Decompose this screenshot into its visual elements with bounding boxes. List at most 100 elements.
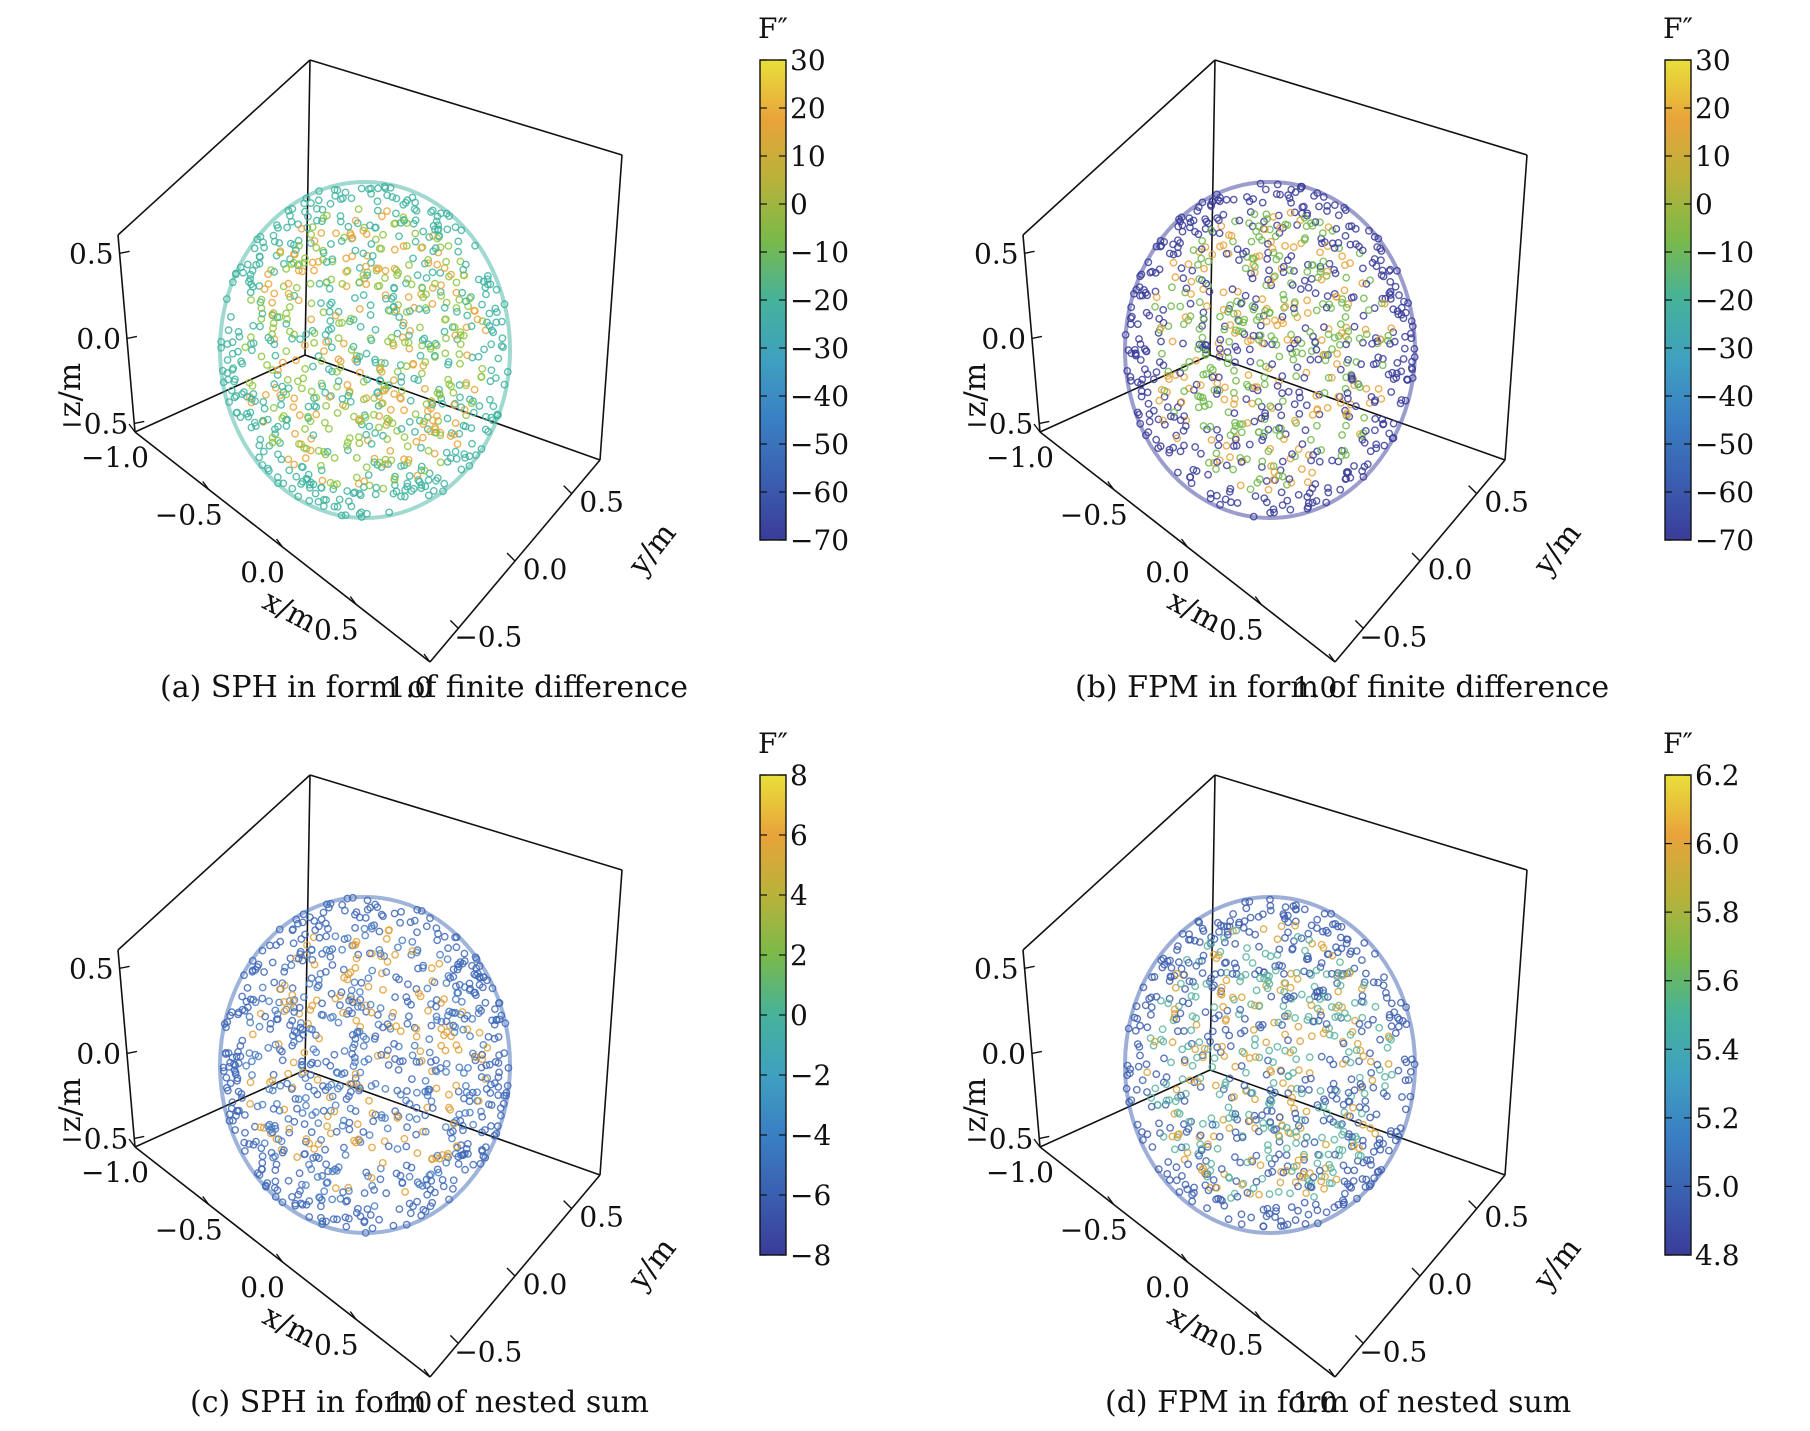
particle [1364, 1020, 1372, 1029]
y-tick [1411, 1267, 1421, 1277]
particle [495, 1051, 503, 1059]
particle [1337, 451, 1346, 460]
particle [1201, 215, 1210, 224]
particle [415, 477, 424, 486]
particle [1303, 296, 1311, 305]
particle [475, 1028, 484, 1037]
particle [456, 340, 465, 349]
particle [338, 394, 347, 403]
particle [1294, 1022, 1303, 1031]
particle [1286, 208, 1295, 217]
particle [1341, 450, 1350, 459]
particle [239, 268, 248, 277]
particle [1333, 948, 1342, 957]
particle [314, 446, 323, 455]
particle [1185, 930, 1193, 939]
particle [477, 1063, 486, 1072]
particle [1159, 1037, 1168, 1046]
y-tick-label: 0.0 [1428, 553, 1473, 586]
particle [288, 984, 297, 993]
y-tick-label: 0.0 [1428, 1268, 1473, 1301]
particle [289, 403, 298, 411]
particle [1204, 257, 1213, 266]
particle [1230, 366, 1238, 375]
y-axis-label: y/m [621, 517, 683, 583]
particle [1209, 950, 1218, 959]
particle [460, 949, 469, 958]
particle [223, 340, 232, 348]
z-tick-label: 0.5 [69, 237, 114, 270]
particle [295, 411, 304, 420]
particle-cloud [1121, 179, 1419, 521]
particle [475, 980, 484, 989]
particle [1248, 399, 1257, 408]
particle [353, 1204, 362, 1213]
particle [1275, 431, 1284, 440]
particle [318, 949, 326, 958]
particle [1281, 241, 1289, 250]
particle [1323, 403, 1332, 412]
particle [1250, 417, 1259, 426]
particle [1241, 970, 1250, 979]
particle [288, 1031, 297, 1040]
particle [444, 272, 453, 281]
particle [1254, 222, 1263, 231]
particle [274, 223, 282, 232]
x-tick-label: −0.5 [155, 1214, 223, 1247]
particle [1352, 947, 1361, 955]
particle [1269, 475, 1278, 484]
particle [255, 1022, 264, 1031]
particle [1274, 1187, 1283, 1196]
particle [447, 1032, 456, 1041]
particle [1171, 371, 1180, 379]
particle [415, 305, 424, 313]
particle [1301, 1116, 1310, 1125]
particle [240, 1111, 249, 1119]
particle [1203, 1204, 1211, 1213]
particle [422, 306, 431, 315]
particle [492, 318, 501, 327]
particle [491, 374, 500, 382]
box-edge [599, 154, 623, 461]
particle [424, 340, 433, 349]
x-tick-label: 0.5 [1219, 614, 1264, 647]
y-tick-label: 0.5 [579, 1201, 624, 1234]
particle [1171, 273, 1180, 282]
particle [1261, 949, 1270, 958]
particle [474, 1096, 483, 1105]
particle [1268, 360, 1277, 369]
particle [373, 197, 382, 206]
particle [253, 963, 262, 971]
particle [294, 1190, 303, 1199]
particle [490, 1005, 499, 1013]
particle [1199, 370, 1208, 379]
particle [375, 244, 384, 253]
particle [251, 422, 260, 430]
particle [1376, 1035, 1384, 1044]
particle [1342, 340, 1350, 349]
particle [1366, 447, 1375, 456]
particle [1244, 371, 1253, 379]
particle [449, 1176, 458, 1185]
z-tick-label: −0.5 [60, 407, 128, 440]
particle [427, 1067, 436, 1076]
particle [1283, 256, 1292, 265]
particle [351, 1070, 360, 1078]
x-axis-label: x/m [257, 1298, 322, 1355]
particle [398, 1178, 407, 1187]
particle [1293, 363, 1302, 372]
particle [1318, 1133, 1326, 1142]
particle [420, 384, 429, 393]
particle [351, 1058, 359, 1066]
particle [1132, 1085, 1141, 1094]
particle [1256, 359, 1265, 367]
particle [1269, 248, 1278, 257]
particle [1360, 413, 1369, 422]
particle [1358, 1175, 1367, 1183]
particle [1184, 260, 1193, 269]
particle [466, 293, 475, 301]
particle [1232, 376, 1240, 385]
particle [1291, 1216, 1300, 1224]
particle [439, 1182, 448, 1191]
particle [427, 1021, 436, 1030]
